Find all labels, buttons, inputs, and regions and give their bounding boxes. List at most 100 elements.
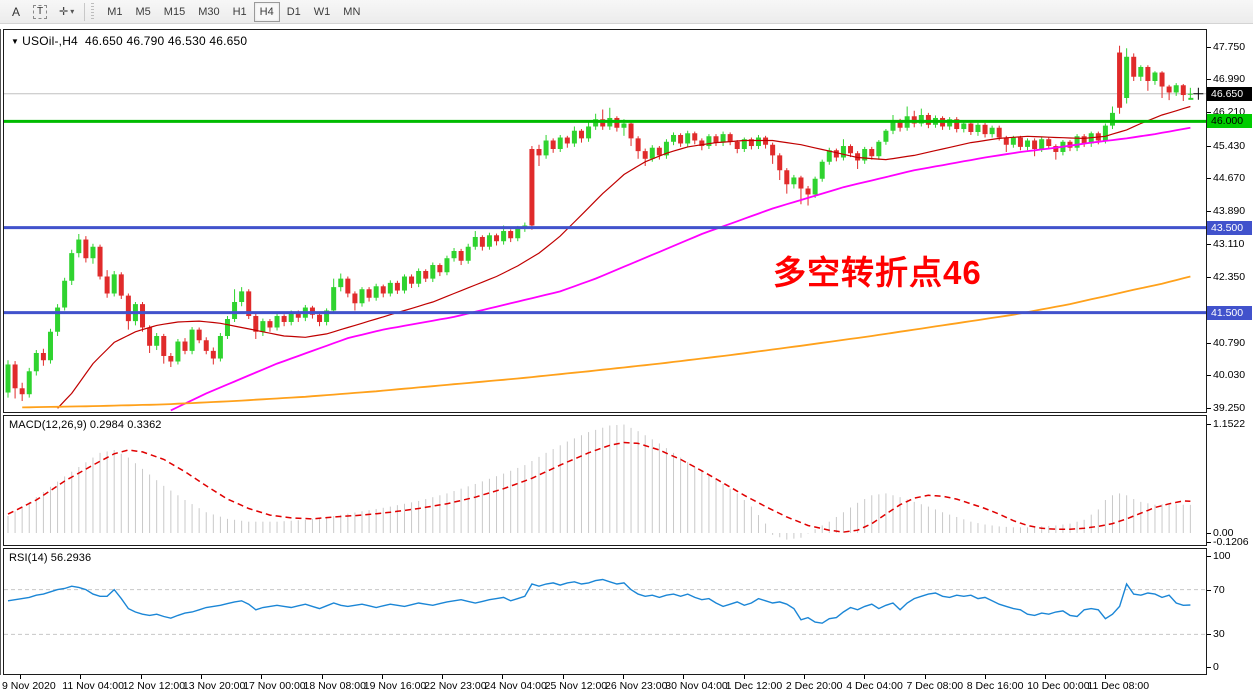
time-tick bbox=[984, 675, 986, 679]
price-label-box-43.500: 43.500 bbox=[1207, 220, 1252, 235]
price-tick-label-40.790: 40.790 bbox=[1213, 336, 1246, 349]
chart-title: ▼ USOil-,H4 46.650 46.790 46.530 46.650 bbox=[11, 34, 247, 48]
rsi-tick bbox=[1207, 634, 1211, 635]
time-tick bbox=[381, 675, 383, 679]
price-tick bbox=[1207, 145, 1211, 147]
toolbar: A T ✛ ▾ M1 M5 M15 M30 H1 H4 D1 W1 MN bbox=[0, 0, 1253, 24]
macd-tick bbox=[1207, 533, 1211, 534]
time-tick bbox=[924, 675, 926, 679]
candlestick-chart bbox=[4, 45, 1206, 412]
timeframe-m15[interactable]: M15 bbox=[163, 5, 186, 18]
time-tick bbox=[864, 675, 866, 679]
time-tick bbox=[562, 675, 564, 679]
high-value: 46.790 bbox=[126, 34, 165, 48]
macd-chart bbox=[7, 424, 1191, 540]
rsi-tick bbox=[1207, 590, 1211, 591]
time-label-16: 8 Dec 16:00 bbox=[966, 680, 1024, 692]
rsi-axis-label-70: 70 bbox=[1213, 584, 1225, 596]
time-tick bbox=[803, 675, 805, 679]
ma-medium-magenta bbox=[170, 126, 1191, 412]
ma-fast-red bbox=[57, 105, 1191, 409]
text-tool-icon: T bbox=[33, 4, 47, 19]
ma-slow-orange bbox=[22, 275, 1191, 409]
time-tick bbox=[1105, 675, 1107, 679]
toolbar-grip[interactable] bbox=[90, 2, 96, 21]
time-label-5: 18 Nov 08:00 bbox=[303, 680, 366, 692]
price-tick bbox=[1207, 211, 1211, 213]
chart-annotation-text[interactable]: 多空转折点46 bbox=[773, 254, 982, 291]
time-tick bbox=[623, 675, 624, 679]
timeframe-m30[interactable]: M30 bbox=[198, 5, 220, 18]
price-axis[interactable]: 47.750 46.990 46.210 45.430 44.670 43.890 43.1… bbox=[1207, 29, 1253, 675]
time-label-10: 26 Nov 23:00 bbox=[605, 680, 668, 692]
macd-label: MACD(12,26,9) 0.2984 0.3362 bbox=[9, 419, 162, 431]
time-tick bbox=[683, 675, 685, 679]
timeframe-m5[interactable]: M5 bbox=[135, 5, 151, 18]
time-label-1: 11 Nov 04:00 bbox=[62, 680, 124, 692]
text-label-tool-button[interactable]: T bbox=[28, 2, 52, 22]
time-label-3: 13 Nov 20:00 bbox=[182, 680, 246, 692]
price-tick-label-43.110: 43.110 bbox=[1213, 238, 1245, 251]
close-value: 46.650 bbox=[209, 34, 248, 48]
timeframe-h4[interactable]: H4 bbox=[253, 1, 280, 22]
price-tick-label-42.350: 42.350 bbox=[1213, 270, 1246, 283]
timeframe-d1[interactable]: D1 bbox=[286, 5, 301, 18]
time-label-8: 24 Nov 04:00 bbox=[484, 680, 547, 692]
time-tick bbox=[20, 675, 21, 679]
macd-panel[interactable]: MACD(12,26,9) 0.2984 0.3362 bbox=[3, 415, 1207, 546]
collapse-triangle-icon[interactable]: ▼ bbox=[11, 37, 20, 46]
price-tick-label-40.030: 40.030 bbox=[1213, 369, 1246, 382]
price-tick bbox=[1207, 244, 1211, 246]
time-tick bbox=[200, 675, 202, 679]
price-label-box-46.650: 46.650 bbox=[1207, 86, 1252, 101]
rsi-axis-label-0: 0 bbox=[1213, 661, 1219, 673]
crosshair-tool-button[interactable]: ✛ ▾ bbox=[54, 2, 79, 22]
price-tick-label-47.750: 47.750 bbox=[1213, 41, 1246, 53]
main-chart-panel[interactable]: ▼ USOil-,H4 46.650 46.790 46.530 46.650 bbox=[3, 29, 1207, 413]
timeframe-w1[interactable]: W1 bbox=[313, 5, 331, 18]
price-tick bbox=[1207, 375, 1211, 377]
price-label-box-46.000: 46.000 bbox=[1207, 114, 1252, 129]
time-label-17: 10 Dec 00:00 bbox=[1027, 680, 1090, 692]
rsi-label: RSI(14) 56.2936 bbox=[9, 552, 92, 564]
time-label-6: 19 Nov 16:00 bbox=[363, 680, 427, 692]
price-label-box-41.500: 41.500 bbox=[1207, 305, 1252, 320]
time-label-12: 1 Dec 12:00 bbox=[725, 680, 783, 692]
crosshair-icon: ✛ bbox=[59, 6, 69, 18]
rsi-tick bbox=[1207, 667, 1211, 668]
price-tick bbox=[1207, 112, 1211, 114]
annotate-text-button[interactable]: A bbox=[11, 4, 20, 19]
candles-group bbox=[5, 45, 1193, 402]
macd-tick bbox=[1207, 542, 1211, 543]
rsi-chart bbox=[4, 578, 1206, 635]
rsi-panel[interactable]: RSI(14) 56.2936 bbox=[3, 548, 1207, 675]
price-tick bbox=[1207, 276, 1211, 278]
price-tick-label-46.990: 46.990 bbox=[1213, 73, 1246, 86]
time-label-15: 7 Dec 08:00 bbox=[906, 680, 964, 692]
time-tick bbox=[1045, 675, 1047, 679]
time-tick bbox=[140, 675, 142, 679]
timeframe-m1[interactable]: M1 bbox=[107, 5, 123, 18]
macd-main-value: 0.2984 bbox=[89, 419, 125, 431]
price-tick bbox=[1207, 408, 1211, 410]
timeframe-mn[interactable]: MN bbox=[343, 5, 361, 18]
macd-axis-label-0: 1.1522 bbox=[1213, 418, 1246, 430]
time-label-11: 30 Nov 04:00 bbox=[665, 680, 728, 692]
time-axis[interactable]: 9 Nov 2020 11 Nov 04:00 12 Nov 12:00 13 Nov… bbox=[0, 675, 1253, 696]
timeframe-h1[interactable]: H1 bbox=[232, 5, 247, 18]
toolbar-separator bbox=[84, 2, 86, 21]
time-tick bbox=[261, 675, 263, 679]
macd-signal-value: 0.3362 bbox=[127, 419, 162, 431]
macd-tick bbox=[1207, 424, 1211, 425]
price-tick bbox=[1207, 342, 1211, 344]
open-value: 46.650 bbox=[85, 34, 123, 48]
dropdown-caret-icon: ▾ bbox=[70, 7, 75, 16]
price-tick-label-44.670: 44.670 bbox=[1213, 171, 1246, 184]
price-tick-label-43.890: 43.890 bbox=[1213, 205, 1246, 218]
time-tick bbox=[321, 675, 323, 679]
price-tick bbox=[1207, 47, 1211, 48]
price-tick bbox=[1207, 177, 1211, 179]
macd-histogram bbox=[7, 424, 1191, 540]
time-tick bbox=[80, 675, 82, 679]
